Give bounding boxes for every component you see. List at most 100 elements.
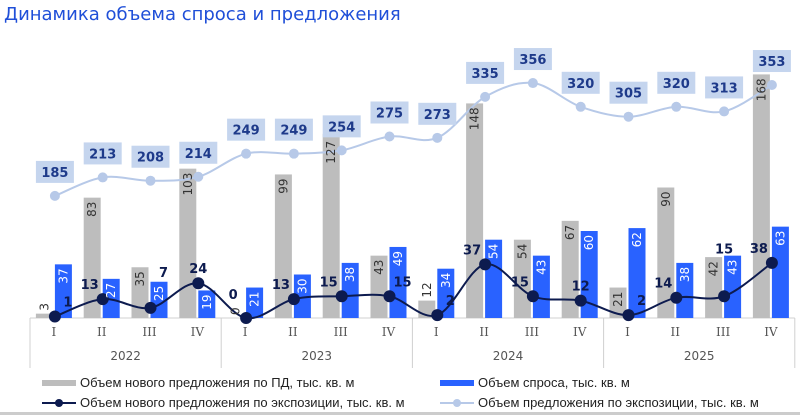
x-tick-label: I <box>434 325 439 339</box>
label-group-new-exposure: 1 <box>63 296 72 311</box>
point-exposure <box>766 80 777 91</box>
x-tick-label: IV <box>191 325 205 339</box>
bar-demand <box>293 274 311 318</box>
bar-supply-pd <box>274 174 292 318</box>
point-new-exposure <box>670 291 683 304</box>
bar-label-supply-pd: 67 <box>563 225 577 240</box>
point-new-exposure <box>383 290 396 303</box>
point-new-exposure <box>431 309 444 322</box>
x-tick-label: I <box>243 325 248 339</box>
bar-supply-pd <box>322 133 340 318</box>
line-exposure <box>54 81 773 197</box>
bar-demand <box>580 231 598 318</box>
label-box-exposure <box>609 81 648 104</box>
label-box-exposure <box>83 142 122 165</box>
data-label-new-exposure: 7 <box>159 266 168 281</box>
bar-supply-pd <box>513 239 531 318</box>
label-group-exposure: 313 <box>705 76 744 99</box>
label-group-new-exposure: 2 <box>446 294 455 309</box>
bar-supply-pd <box>609 287 627 318</box>
data-label-exposure: 254 <box>328 120 355 135</box>
data-label-exposure: 335 <box>472 67 499 82</box>
bar-label-demand: 43 <box>534 260 548 275</box>
point-exposure <box>719 106 730 117</box>
x-tick-label: III <box>142 325 156 339</box>
x-tick-label: III <box>525 325 539 339</box>
bar-label-demand: 34 <box>439 273 453 288</box>
bar-demand <box>676 262 694 318</box>
label-group-supply-pd: 67 <box>563 225 577 240</box>
data-label-new-exposure: 15 <box>393 275 411 290</box>
label-box-exposure <box>179 141 218 164</box>
bar-demand <box>628 228 646 318</box>
point-exposure <box>97 172 108 183</box>
data-label-new-exposure: 13 <box>81 278 99 293</box>
bar-supply-pd <box>466 103 484 319</box>
bar-label-supply-pd: 83 <box>85 202 99 217</box>
data-label-exposure: 249 <box>280 124 307 139</box>
bar-demand <box>724 255 742 318</box>
label-box-exposure <box>657 71 696 94</box>
data-label-exposure: 275 <box>376 107 403 122</box>
data-label-new-exposure: 24 <box>189 262 207 277</box>
label-group-supply-pd: 90 <box>659 192 673 207</box>
label-box-exposure <box>466 61 505 84</box>
bar-supply-pd <box>35 313 53 318</box>
bar-label-demand: 38 <box>678 267 692 282</box>
data-label-exposure: 214 <box>185 147 212 162</box>
bar-label-demand: 63 <box>773 231 787 246</box>
bar-label-supply-pd: 148 <box>468 107 482 130</box>
label-group-new-exposure: 2 <box>637 294 646 309</box>
point-exposure <box>193 171 204 182</box>
bar-label-supply-pd: 42 <box>707 261 721 276</box>
legend-label: Объем предложения по экспозиции, тыс. кв… <box>478 395 759 410</box>
label-group-new-exposure: 13 <box>272 278 290 293</box>
data-label-new-exposure: 12 <box>572 280 590 295</box>
x-tick-label: II <box>288 325 298 339</box>
legend-label: Объем нового предложения по ПД, тыс. кв.… <box>80 375 355 390</box>
point-new-exposure <box>622 309 635 322</box>
label-group-new-exposure: 14 <box>654 277 672 292</box>
bar-supply-pd <box>131 267 149 318</box>
label-group-exposure: 335 <box>466 61 505 84</box>
label-box-exposure <box>705 76 744 99</box>
bar-label-supply-pd: 168 <box>754 78 768 101</box>
x-tick-label: IV <box>382 325 396 339</box>
label-group-new-exposure: 24 <box>189 262 207 277</box>
bar-label-supply-pd: 90 <box>659 192 673 207</box>
point-new-exposure <box>335 290 348 303</box>
label-group-new-exposure: 13 <box>81 278 99 293</box>
label-box-exposure <box>418 102 457 125</box>
point-exposure <box>336 145 347 156</box>
legend-item-supply-pd: Объем нового предложения по ПД, тыс. кв.… <box>42 375 354 390</box>
data-label-new-exposure: 37 <box>463 243 481 258</box>
label-group-exposure: 305 <box>609 81 648 104</box>
data-label-new-exposure: 1 <box>63 296 72 311</box>
label-group-exposure: 320 <box>561 71 600 94</box>
point-exposure <box>575 101 586 112</box>
data-label-exposure: 353 <box>758 55 785 70</box>
label-group-exposure: 214 <box>179 141 218 164</box>
x-tick-label: III <box>716 325 730 339</box>
label-group-supply-pd: 0 <box>229 307 243 315</box>
x-tick-label: IV <box>573 325 587 339</box>
x-tick-label: I <box>625 325 630 339</box>
label-group-supply-pd: 21 <box>611 292 625 307</box>
label-group-supply-pd: 127 <box>324 141 338 164</box>
data-label-new-exposure: 15 <box>715 242 733 257</box>
point-new-exposure <box>192 277 205 290</box>
bar-label-demand: 49 <box>391 251 405 266</box>
point-exposure <box>288 148 299 159</box>
label-group-exposure: 353 <box>752 50 791 73</box>
data-label-exposure: 273 <box>424 108 451 123</box>
label-group-exposure: 356 <box>513 48 552 71</box>
year-label: 2024 <box>493 349 524 363</box>
bar-supply-pd <box>752 74 770 319</box>
data-label-exposure: 305 <box>615 87 642 102</box>
x-tick-label: II <box>97 325 107 339</box>
year-label: 2022 <box>110 349 141 363</box>
point-new-exposure <box>96 293 109 306</box>
bar-supply-pd <box>83 197 101 318</box>
bar-label-supply-pd: 43 <box>372 260 386 275</box>
